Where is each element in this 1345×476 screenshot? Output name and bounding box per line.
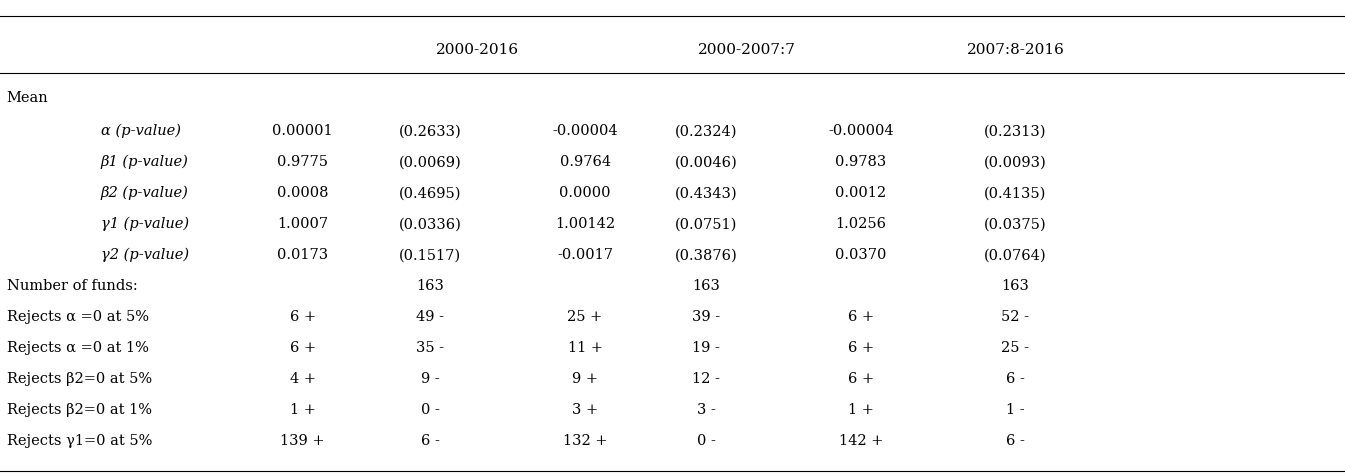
- Text: β1 (p-value): β1 (p-value): [101, 155, 188, 169]
- Text: 1.0007: 1.0007: [277, 217, 328, 231]
- Text: 25 +: 25 +: [568, 309, 603, 324]
- Text: (0.2313): (0.2313): [985, 124, 1046, 138]
- Text: 0.00001: 0.00001: [272, 124, 334, 138]
- Text: β2 (p-value): β2 (p-value): [101, 186, 188, 200]
- Text: Rejects β2=0 at 5%: Rejects β2=0 at 5%: [7, 371, 152, 386]
- Text: (0.0069): (0.0069): [399, 155, 461, 169]
- Text: 0.0008: 0.0008: [277, 186, 328, 200]
- Text: 0.9783: 0.9783: [835, 155, 886, 169]
- Text: 1 +: 1 +: [847, 402, 874, 416]
- Text: 132 +: 132 +: [562, 433, 608, 447]
- Text: 9 +: 9 +: [572, 371, 599, 386]
- Text: 6 +: 6 +: [847, 340, 874, 355]
- Text: 2000-2007:7: 2000-2007:7: [698, 43, 795, 57]
- Text: γ2 (p-value): γ2 (p-value): [101, 248, 190, 262]
- Text: 2000-2016: 2000-2016: [436, 43, 519, 57]
- Text: 52 -: 52 -: [1002, 309, 1029, 324]
- Text: (0.4135): (0.4135): [985, 186, 1046, 200]
- Text: 6 +: 6 +: [847, 371, 874, 386]
- Text: 0.0173: 0.0173: [277, 248, 328, 262]
- Text: 0.0370: 0.0370: [835, 248, 886, 262]
- Text: 163: 163: [417, 278, 444, 293]
- Text: Rejects α =0 at 5%: Rejects α =0 at 5%: [7, 309, 149, 324]
- Text: γ1 (p-value): γ1 (p-value): [101, 217, 190, 231]
- Text: Rejects β2=0 at 1%: Rejects β2=0 at 1%: [7, 402, 152, 416]
- Text: 39 -: 39 -: [693, 309, 720, 324]
- Text: (0.3876): (0.3876): [675, 248, 737, 262]
- Text: 163: 163: [1002, 278, 1029, 293]
- Text: 3 -: 3 -: [697, 402, 716, 416]
- Text: -0.00004: -0.00004: [553, 124, 617, 138]
- Text: 25 -: 25 -: [1002, 340, 1029, 355]
- Text: (0.4695): (0.4695): [399, 186, 461, 200]
- Text: 6 +: 6 +: [289, 340, 316, 355]
- Text: (0.2324): (0.2324): [675, 124, 737, 138]
- Text: 11 +: 11 +: [568, 340, 603, 355]
- Text: (0.4343): (0.4343): [675, 186, 737, 200]
- Text: (0.2633): (0.2633): [399, 124, 461, 138]
- Text: 0.0000: 0.0000: [560, 186, 611, 200]
- Text: 35 -: 35 -: [417, 340, 444, 355]
- Text: 6 +: 6 +: [289, 309, 316, 324]
- Text: 6 -: 6 -: [1006, 371, 1025, 386]
- Text: 6 +: 6 +: [847, 309, 874, 324]
- Text: 163: 163: [693, 278, 720, 293]
- Text: 6 -: 6 -: [1006, 433, 1025, 447]
- Text: -0.00004: -0.00004: [829, 124, 893, 138]
- Text: 142 +: 142 +: [839, 433, 882, 447]
- Text: (0.0751): (0.0751): [675, 217, 737, 231]
- Text: Rejects α =0 at 1%: Rejects α =0 at 1%: [7, 340, 148, 355]
- Text: 0 -: 0 -: [421, 402, 440, 416]
- Text: 1 -: 1 -: [1006, 402, 1025, 416]
- Text: 1.00142: 1.00142: [555, 217, 615, 231]
- Text: -0.0017: -0.0017: [557, 248, 613, 262]
- Text: 19 -: 19 -: [693, 340, 720, 355]
- Text: 12 -: 12 -: [693, 371, 720, 386]
- Text: 49 -: 49 -: [417, 309, 444, 324]
- Text: 0.9775: 0.9775: [277, 155, 328, 169]
- Text: 9 -: 9 -: [421, 371, 440, 386]
- Text: 0.0012: 0.0012: [835, 186, 886, 200]
- Text: 1 +: 1 +: [289, 402, 316, 416]
- Text: Mean: Mean: [7, 90, 48, 105]
- Text: Rejects γ1=0 at 5%: Rejects γ1=0 at 5%: [7, 433, 152, 447]
- Text: 1.0256: 1.0256: [835, 217, 886, 231]
- Text: Number of funds:: Number of funds:: [7, 278, 137, 293]
- Text: 0 -: 0 -: [697, 433, 716, 447]
- Text: (0.0093): (0.0093): [985, 155, 1046, 169]
- Text: α (p-value): α (p-value): [101, 124, 180, 138]
- Text: (0.0336): (0.0336): [399, 217, 461, 231]
- Text: 4 +: 4 +: [289, 371, 316, 386]
- Text: (0.0046): (0.0046): [675, 155, 737, 169]
- Text: (0.1517): (0.1517): [399, 248, 461, 262]
- Text: (0.0375): (0.0375): [985, 217, 1046, 231]
- Text: 139 +: 139 +: [280, 433, 325, 447]
- Text: (0.0764): (0.0764): [985, 248, 1046, 262]
- Text: 6 -: 6 -: [421, 433, 440, 447]
- Text: 0.9764: 0.9764: [560, 155, 611, 169]
- Text: 2007:8-2016: 2007:8-2016: [967, 43, 1064, 57]
- Text: 3 +: 3 +: [572, 402, 599, 416]
